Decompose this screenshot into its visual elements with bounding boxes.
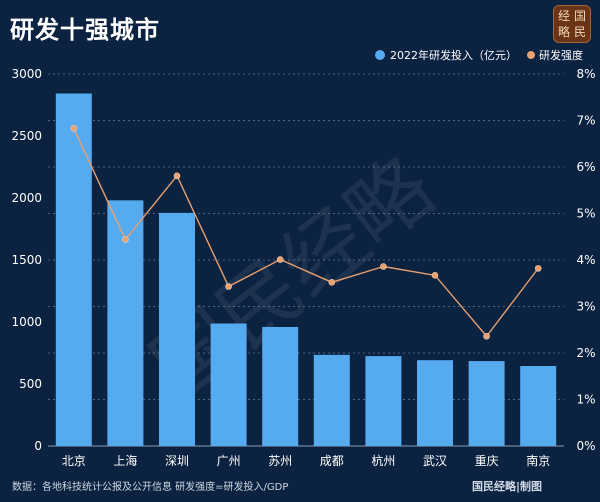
category-label: 南京	[526, 453, 550, 468]
category-label: 杭州	[371, 453, 395, 468]
legend-bar-label: 2022年研发投入（亿元）	[390, 48, 517, 62]
logo-char: 略	[557, 24, 570, 39]
category-label: 苏州	[268, 454, 292, 468]
bar-0	[55, 93, 92, 446]
left-tick-label: 1000	[11, 315, 42, 329]
right-tick-label: 3%	[576, 300, 595, 314]
category-label: 广州	[217, 454, 241, 468]
right-tick-label: 7%	[576, 114, 595, 128]
right-tick-label: 6%	[576, 160, 595, 174]
left-tick-label: 2500	[11, 129, 42, 143]
category-label: 上海	[113, 453, 137, 468]
legend-line-label: 研发强度	[539, 48, 583, 62]
bar-6	[365, 356, 402, 446]
category-label: 深圳	[165, 454, 189, 468]
intensity-point-6	[380, 263, 387, 270]
credit-note: 国民经略|制图	[472, 480, 543, 493]
right-tick-label: 5%	[576, 207, 595, 221]
intensity-point-0	[70, 125, 78, 132]
intensity-point-4	[276, 256, 284, 263]
bar-7	[417, 360, 453, 446]
intensity-point-5	[328, 279, 336, 286]
chart-title: 研发十强城市	[10, 16, 160, 44]
left-tick-label: 3000	[11, 67, 42, 81]
right-tick-label: 1%	[576, 393, 595, 407]
source-note: 数据：各地科技统计公报及公开信息 研发强度=研发投入/GDP	[12, 482, 289, 493]
category-label: 武汉	[423, 454, 447, 468]
bar-5	[313, 354, 350, 446]
logo-char: 经	[557, 8, 570, 23]
bar-4	[262, 326, 299, 446]
right-tick-label: 4%	[576, 253, 595, 267]
right-tick-label: 2%	[576, 346, 595, 360]
bar-3	[210, 323, 247, 446]
intensity-point-9	[534, 265, 542, 272]
left-tick-label: 0	[34, 439, 42, 453]
brand-logo: 经国略民	[553, 5, 591, 43]
category-label: 北京	[62, 454, 86, 468]
intensity-point-2	[173, 172, 181, 180]
logo-char: 民	[573, 24, 586, 39]
bar-8	[468, 361, 505, 446]
left-tick-label: 1500	[11, 253, 42, 267]
bar-2	[159, 212, 195, 446]
intensity-point-1	[122, 236, 129, 243]
intensity-point-8	[483, 332, 490, 340]
logo-char: 国	[573, 8, 586, 23]
right-tick-label: 8%	[576, 67, 595, 81]
intensity-point-3	[225, 283, 232, 290]
legend-bar-swatch	[375, 50, 385, 60]
left-tick-label: 2000	[11, 191, 42, 205]
legend-line-swatch	[527, 51, 535, 59]
intensity-point-7	[431, 272, 439, 279]
left-tick-label: 500	[19, 377, 42, 391]
category-label: 重庆	[475, 454, 499, 468]
intensity-line	[73, 128, 539, 338]
right-tick-label: 0%	[576, 439, 595, 453]
category-label: 成都	[320, 454, 344, 468]
bar-9	[520, 366, 557, 446]
